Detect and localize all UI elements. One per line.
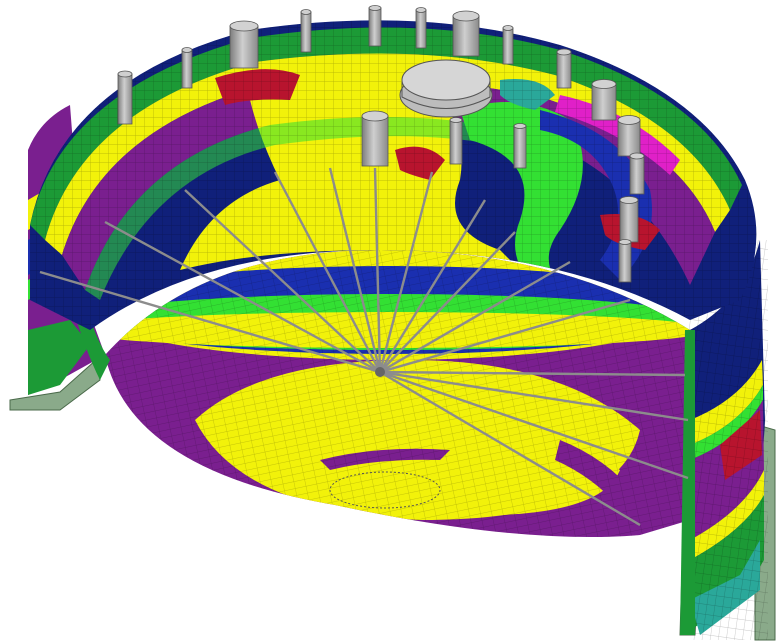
nozzle-17 bbox=[513, 123, 527, 169]
nozzle-1 bbox=[117, 70, 133, 125]
nozzle-5 bbox=[368, 5, 382, 47]
nozzle-9 bbox=[556, 48, 572, 89]
nozzle-6 bbox=[415, 7, 427, 49]
roof-nozzles bbox=[117, 5, 645, 283]
manway-hatch bbox=[399, 59, 493, 118]
nozzle-2 bbox=[181, 47, 193, 89]
nozzle-10 bbox=[591, 79, 617, 121]
nozzle-8 bbox=[502, 25, 514, 65]
wall-left-band-green bbox=[28, 320, 90, 395]
radial-stay-rods bbox=[39, 167, 689, 527]
nozzle-11 bbox=[617, 115, 641, 157]
nozzle-7-large bbox=[452, 10, 480, 57]
nozzle-4 bbox=[300, 9, 312, 53]
floor-drain-center bbox=[329, 471, 441, 509]
nozzle-16 bbox=[449, 117, 463, 165]
nozzle-13 bbox=[619, 196, 639, 243]
nozzle-15-large bbox=[361, 110, 389, 167]
wall-right-inner-edge bbox=[680, 330, 695, 635]
nozzle-12 bbox=[629, 152, 645, 195]
nozzle-14 bbox=[618, 239, 632, 283]
stay-rod-hub bbox=[375, 367, 385, 377]
nozzle-3-large bbox=[229, 20, 259, 69]
